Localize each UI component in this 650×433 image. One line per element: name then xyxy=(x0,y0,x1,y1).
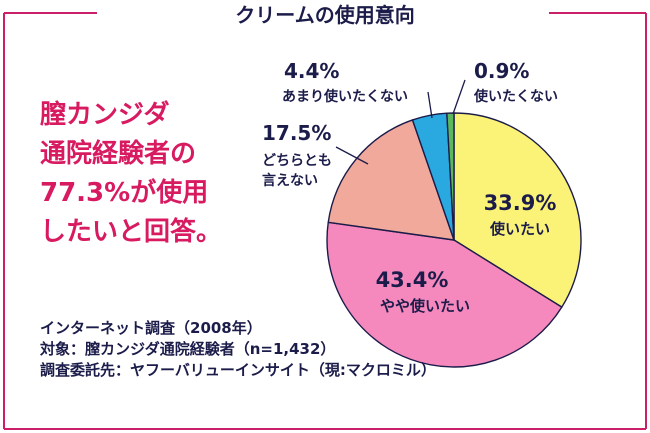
headline-line: 通院経験者の xyxy=(40,139,197,169)
label-slice-4: 0.9% 使いたくない xyxy=(473,59,558,105)
slice-2-category-line1: どちらとも xyxy=(262,153,332,169)
label-slice-1: 43.4% やや使いたい xyxy=(376,268,470,315)
pie-slice-1 xyxy=(326,221,563,368)
headline: 膣カンジダ 通院経験者の 77.3%が使用 したいと回答。 xyxy=(40,96,260,252)
survey-method: インターネット調査（2008年） xyxy=(40,319,262,337)
slice-1-value: 43.4% xyxy=(376,268,449,292)
slice-4-category: 使いたくない xyxy=(473,88,558,105)
pie-slice-0 xyxy=(453,112,582,308)
leader-slice-2 xyxy=(335,146,369,165)
pie-chart xyxy=(326,112,582,368)
survey-note: インターネット調査（2008年） 対象：膣カンジダ通院経験者（n=1,432） … xyxy=(40,318,436,381)
leader-slice-4 xyxy=(452,79,466,115)
label-slice-3: 4.4% あまり使いたくない xyxy=(282,59,408,105)
label-slice-0: 33.9% 使いたい xyxy=(484,191,557,238)
slice-4-value: 0.9% xyxy=(474,59,529,83)
slice-0-value: 33.9% xyxy=(484,191,557,215)
survey-contractor: 調査委託先：ヤフーバリューインサイト（現:マクロミル） xyxy=(40,361,436,379)
headline-line: 膣カンジダ xyxy=(40,100,170,130)
slice-1-category: やや使いたい xyxy=(380,297,470,315)
headline-line: 77.3%が使用 xyxy=(40,178,209,208)
chart-title: クリームの使用意向 xyxy=(235,3,415,27)
leader-slice-3 xyxy=(427,91,433,119)
slice-3-category: あまり使いたくない xyxy=(282,88,408,105)
slice-0-category: 使いたい xyxy=(489,220,550,238)
headline-line: したいと回答。 xyxy=(40,217,223,247)
slice-2-value: 17.5% xyxy=(262,121,331,145)
slice-3-value: 4.4% xyxy=(284,59,339,83)
slice-2-category-line2: 言えない xyxy=(262,172,318,189)
survey-target: 対象：膣カンジダ通院経験者（n=1,432） xyxy=(40,340,336,358)
label-slice-2: 17.5% どちらとも 言えない xyxy=(262,121,332,189)
